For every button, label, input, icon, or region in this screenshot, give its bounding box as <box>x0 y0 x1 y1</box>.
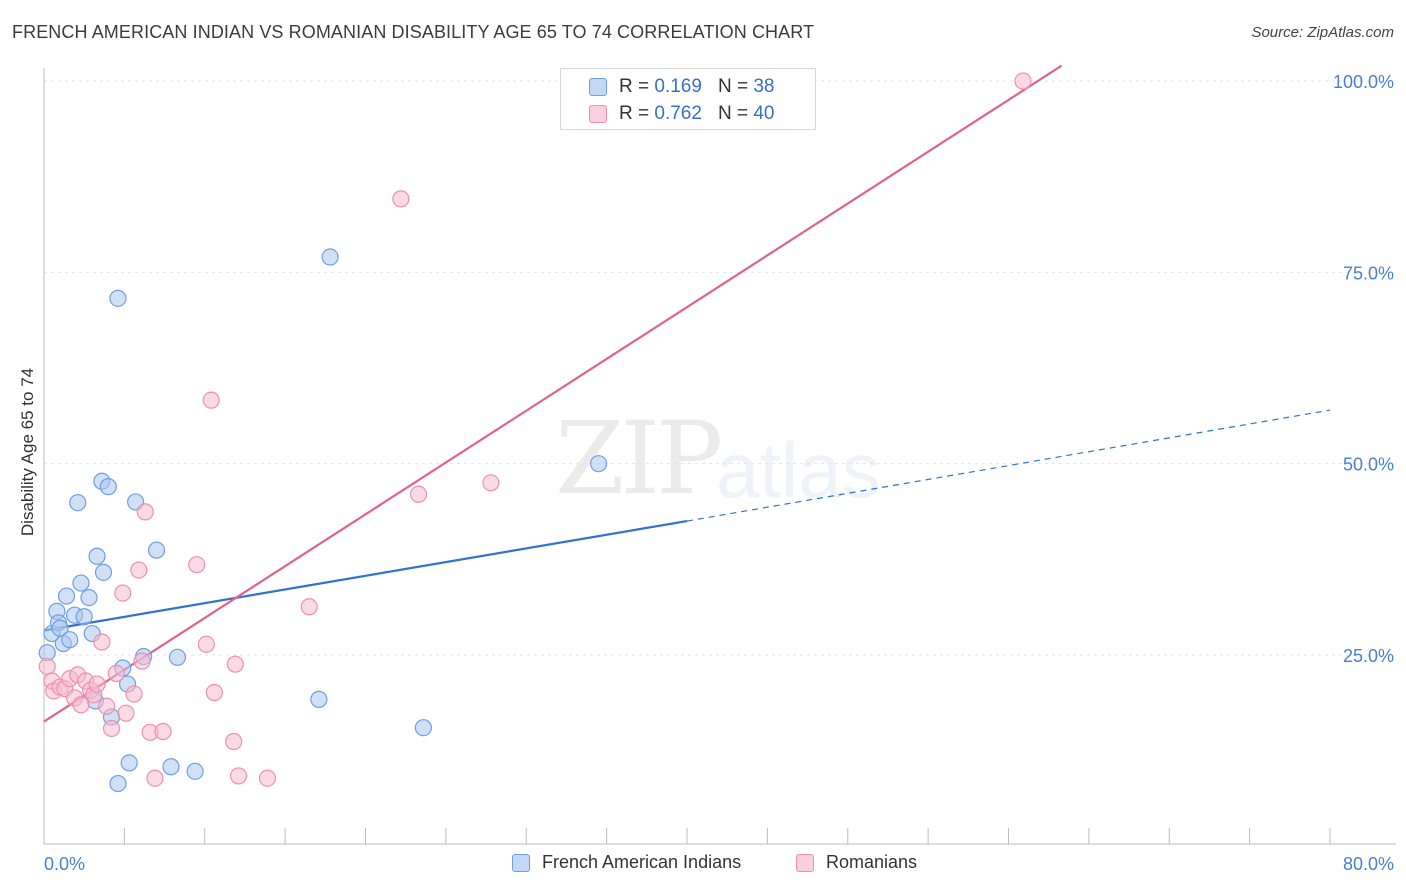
legend-swatch-pink <box>796 853 814 872</box>
data-point-french-american-indians <box>57 587 76 605</box>
data-point-romanians <box>114 584 132 602</box>
legend-r-value: 0.169 <box>654 76 702 97</box>
data-point-romanians <box>125 685 143 703</box>
data-point-romanians <box>392 190 410 208</box>
data-point-french-american-indians <box>109 774 127 793</box>
data-point-romanians <box>258 769 277 787</box>
y-tick-label: 25.0% <box>1343 646 1394 666</box>
data-point-romanians <box>117 704 135 722</box>
legend-n-label: N = <box>717 76 749 97</box>
trend-lines <box>43 64 1331 723</box>
data-point-french-american-indians <box>88 547 106 565</box>
watermark-atlas: atlas <box>716 426 881 514</box>
legend-row-french-american-indians: R = 0.169 N = 38 <box>589 75 774 99</box>
x-tick-label: 0.0% <box>44 854 85 874</box>
data-point-french-american-indians <box>147 541 166 559</box>
data-point-french-american-indians <box>94 563 113 581</box>
data-point-romanians <box>1014 72 1032 90</box>
data-point-french-american-indians <box>321 248 339 266</box>
data-point-romanians <box>98 697 116 715</box>
data-point-romanians <box>202 391 220 409</box>
legend-row-romanians: R = 0.762 N = 40 <box>589 102 774 126</box>
y-tick-label: 75.0% <box>1343 263 1394 283</box>
data-point-french-american-indians <box>162 758 180 776</box>
data-point-french-american-indians <box>99 478 117 496</box>
data-point-romanians <box>226 655 244 673</box>
axis-labels: 25.0% 50.0% 75.0% 100.0% 0.0% 80.0% Disability… <box>18 72 1394 874</box>
data-point-romanians <box>188 556 206 574</box>
data-point-romanians <box>409 485 428 503</box>
data-point-romanians <box>229 767 248 785</box>
data-point-french-american-indians <box>72 574 90 592</box>
data-point-french-american-indians <box>61 631 79 649</box>
data-point-romanians <box>102 719 121 738</box>
legend-item-romanians: Romanians <box>796 852 917 873</box>
legend-label: Romanians <box>826 852 918 872</box>
data-points <box>38 72 1032 793</box>
data-point-romanians <box>146 769 164 787</box>
data-point-french-american-indians <box>75 608 93 626</box>
legend-swatch-blue <box>589 78 607 96</box>
data-point-romanians <box>482 474 500 492</box>
data-point-romanians <box>72 696 90 714</box>
legend-label: French American Indians <box>542 852 742 872</box>
legend-r-value: 0.762 <box>654 103 702 124</box>
axis-ticks <box>43 828 1331 844</box>
data-point-french-american-indians <box>168 648 187 666</box>
data-point-romanians <box>38 657 56 676</box>
y-tick-label: 100.0% <box>1333 72 1394 92</box>
y-tick-label: 50.0% <box>1343 455 1394 475</box>
data-point-romanians <box>88 675 106 693</box>
chart-title: FRENCH AMERICAN INDIAN VS ROMANIAN DISAB… <box>12 22 815 42</box>
trend-line-romanians <box>43 64 1063 723</box>
data-point-french-american-indians <box>109 289 127 307</box>
legend-n-value: 38 <box>753 76 775 97</box>
legend-swatch-blue <box>512 853 530 872</box>
data-point-french-american-indians <box>310 690 328 708</box>
trend-line-french-american-indians <box>43 519 688 632</box>
correlation-legend: R = 0.169 N = 38 R = 0.762 N = 40 <box>560 68 816 130</box>
data-point-romanians <box>225 732 243 751</box>
y-axis-title: Disability Age 65 to 74 <box>18 368 37 536</box>
legend-n-value: 40 <box>753 103 775 124</box>
legend-n-label: N = <box>717 103 749 124</box>
data-point-romanians <box>136 503 154 521</box>
legend-r-label: R = <box>619 76 650 97</box>
trend-line-extension <box>686 409 1331 522</box>
grid-lines <box>44 80 1396 656</box>
data-point-romanians <box>300 598 318 616</box>
data-point-romanians <box>93 633 111 651</box>
data-point-romanians <box>130 561 148 579</box>
data-point-romanians <box>205 683 223 702</box>
watermark-zip: ZIP <box>555 400 723 517</box>
legend-r-label: R = <box>619 103 650 124</box>
data-point-french-american-indians <box>120 754 138 772</box>
data-point-french-american-indians <box>80 588 98 607</box>
data-point-romanians <box>107 664 125 682</box>
data-point-romanians <box>154 722 172 741</box>
data-point-french-american-indians <box>69 494 87 512</box>
legend-item-french-american-indians: French American Indians <box>512 852 741 873</box>
x-tick-label: 80.0% <box>1343 854 1394 874</box>
data-point-french-american-indians <box>414 719 432 737</box>
axes <box>43 68 1396 845</box>
data-point-romanians <box>197 635 215 653</box>
data-point-french-american-indians <box>589 455 608 473</box>
source-label: Source: ZipAtlas.com <box>1251 24 1394 41</box>
legend-swatch-pink <box>589 105 607 123</box>
data-point-romanians <box>133 652 151 670</box>
data-point-french-american-indians <box>186 762 204 780</box>
